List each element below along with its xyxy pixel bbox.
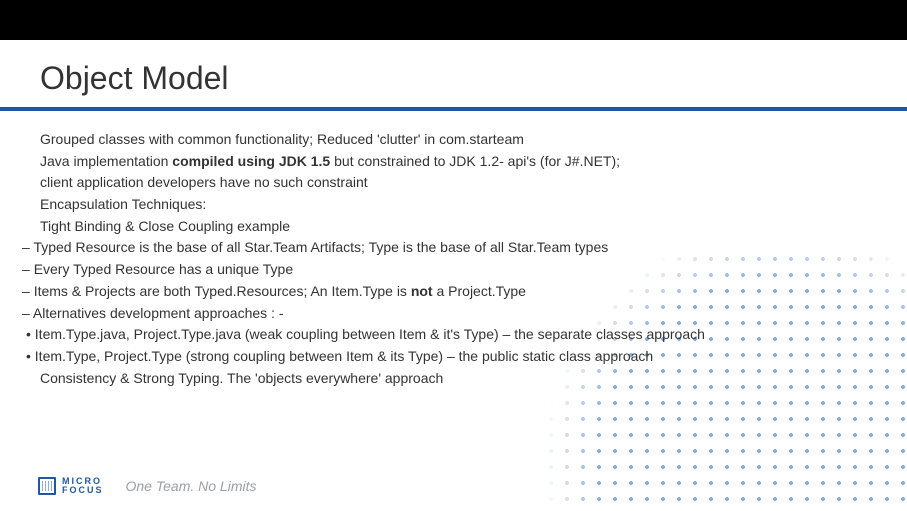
microfocus-logo: MICRO FOCUS [38, 477, 104, 495]
bold-span: not [411, 283, 433, 299]
text-span: a Project.Type [433, 283, 526, 299]
body-line: Tight Binding & Close Coupling example [40, 216, 867, 238]
logo-mark-icon [38, 477, 56, 495]
bold-span: compiled using JDK 1.5 [172, 153, 330, 169]
logo-text: MICRO FOCUS [62, 477, 104, 495]
slide-title: Object Model [40, 60, 907, 97]
body-line: client application developers have no su… [40, 172, 867, 194]
text-span: Java implementation [40, 153, 172, 169]
body-line: Grouped classes with common functionalit… [40, 129, 867, 151]
body-line: Consistency & Strong Typing. The 'object… [40, 368, 867, 390]
bullet-dash: Typed Resource is the base of all Star.T… [40, 237, 867, 259]
bullet-dash: Alternatives development approaches : - [40, 303, 867, 325]
footer: MICRO FOCUS One Team. No Limits [38, 477, 256, 495]
body-line: Java implementation compiled using JDK 1… [40, 151, 867, 173]
body-line: Encapsulation Techniques: [40, 194, 867, 216]
title-underline [0, 107, 907, 111]
bullet-dot: Item.Type.java, Project.Type.java (weak … [40, 324, 867, 346]
bullet-dash: Every Typed Resource has a unique Type [40, 259, 867, 281]
text-span: but constrained to JDK 1.2- api's (for J… [330, 153, 620, 169]
footer-tagline: One Team. No Limits [126, 478, 257, 494]
bullet-dot: Item.Type, Project.Type (strong coupling… [40, 346, 867, 368]
bullet-dash: Items & Projects are both Typed.Resource… [40, 281, 867, 303]
text-span: Items & Projects are both Typed.Resource… [34, 283, 411, 299]
slide-body: Grouped classes with common functionalit… [40, 129, 867, 389]
top-black-bar [0, 0, 907, 40]
logo-line: FOCUS [62, 486, 104, 495]
